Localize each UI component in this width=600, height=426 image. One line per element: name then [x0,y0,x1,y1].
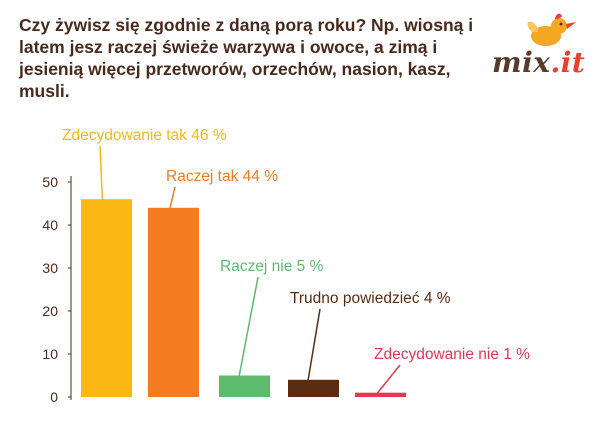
bar-2 [148,207,199,397]
leader-line-5 [373,364,401,398]
data-label-3: Raczej nie 5 % [220,258,324,275]
bar-1 [81,199,132,397]
leader-line-3 [237,276,259,380]
bar-4 [288,379,339,397]
y-tick-label: 50 [42,174,58,190]
data-label-2: Raczej tak 44 % [166,168,278,185]
y-tick-label: 30 [42,260,58,276]
mixit-logo: mix.it [492,10,588,80]
leader-line-1 [99,145,104,202]
data-label-4: Trudno powiedzieć 4 % [290,290,451,307]
y-tick-label: 10 [42,346,58,362]
bar-5 [355,392,406,397]
y-tick-label: 20 [42,303,58,319]
data-label-1: Zdecydowanie tak 46 % [62,127,227,144]
logo-wordmark: mix.it [492,46,586,79]
y-tick-label: 40 [42,217,58,233]
bird-icon [527,13,576,46]
bar-3 [219,375,270,397]
chart-question-title: Czy żywisz się zgodnie z daną porą roku?… [19,15,474,101]
y-tick-label: 0 [50,389,58,405]
leader-line-2 [168,186,176,210]
leader-line-4 [306,308,321,384]
data-label-5: Zdecydowanie nie 1 % [374,346,530,363]
